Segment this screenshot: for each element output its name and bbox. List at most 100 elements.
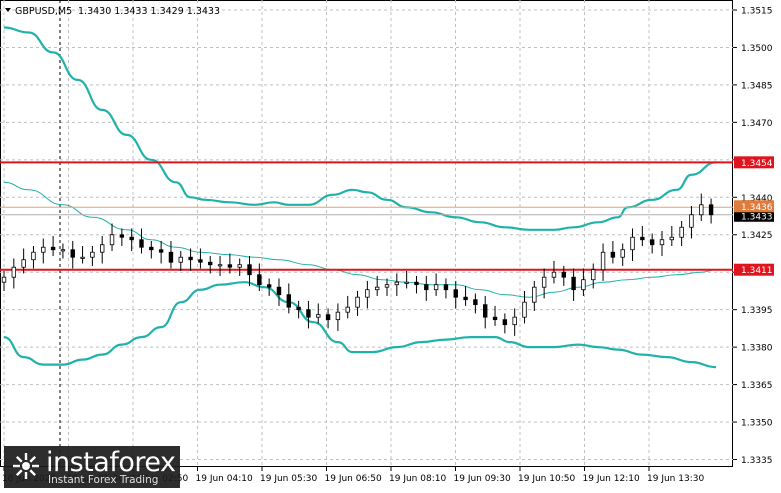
candle-body-up — [433, 284, 439, 291]
candle-body-down — [276, 286, 282, 296]
candle-body-up — [581, 279, 586, 291]
candle — [483, 295, 488, 329]
x-tick-label: 19 Jun 08:10 — [389, 474, 446, 484]
candle — [237, 258, 242, 276]
y-tick-label: 1.3515 — [741, 6, 773, 16]
candle-body-up — [699, 204, 704, 216]
candle — [345, 295, 350, 319]
candle — [679, 221, 684, 246]
support-price-tag — [734, 263, 774, 276]
candle — [433, 273, 439, 296]
candle-body-up — [355, 296, 360, 308]
candle — [41, 238, 46, 264]
candle — [404, 270, 409, 289]
candle-body-up — [679, 226, 684, 238]
candle — [217, 255, 223, 276]
candle — [1, 270, 7, 291]
support-price-label: 1.3411 — [741, 266, 773, 276]
candle-body-down — [129, 236, 134, 241]
candle — [188, 248, 193, 271]
candle-body-up — [100, 244, 105, 253]
x-tick-label: 19 Jun 12:10 — [583, 474, 640, 484]
y-tick-label: 1.3500 — [741, 44, 773, 54]
candle-body-up — [591, 269, 596, 281]
candle — [551, 260, 557, 284]
candle-body-down — [70, 249, 75, 258]
candle-body-up — [620, 249, 625, 258]
candle-body-up — [541, 276, 547, 288]
candle-body-down — [610, 251, 616, 258]
candle-body-down — [149, 246, 154, 251]
y-tick-label: 1.3380 — [741, 344, 773, 354]
candle-body-down — [708, 204, 714, 216]
candle-body-down — [266, 284, 272, 288]
candle-body-down — [247, 264, 252, 276]
candle-body-up — [522, 301, 527, 318]
candle-body-up — [1, 276, 7, 283]
candle-body-down — [463, 296, 468, 301]
candle-body-up — [237, 264, 242, 268]
candle — [149, 240, 154, 259]
candle — [208, 255, 213, 274]
candle — [60, 243, 66, 259]
candle-body-down — [443, 284, 449, 291]
candle — [659, 231, 665, 256]
candle-body-up — [345, 306, 350, 313]
candle-body-up — [669, 236, 675, 241]
candle — [581, 268, 586, 296]
watermark-tagline: Instant Forex Trading — [48, 474, 159, 486]
y-tick-label: 1.3395 — [741, 306, 773, 316]
candle — [21, 248, 26, 274]
candle — [610, 240, 616, 264]
candle-body-down — [453, 289, 458, 298]
candle-body-up — [689, 214, 694, 228]
candle — [699, 193, 704, 222]
candle — [522, 290, 527, 324]
candle — [492, 305, 498, 326]
candle — [473, 293, 478, 314]
candle-body-down — [257, 274, 262, 286]
candle — [257, 263, 262, 291]
candle — [532, 280, 537, 311]
candle — [286, 283, 291, 314]
candle — [561, 265, 566, 286]
candle — [70, 240, 75, 269]
candle — [600, 243, 606, 281]
ask-price-label: 1.3436 — [741, 203, 773, 213]
candle — [689, 206, 694, 239]
candle — [502, 313, 508, 334]
x-tick-label: 19 Jun 05:30 — [260, 474, 317, 484]
x-tick-label: 19 Jun 13:30 — [647, 474, 704, 484]
y-tick-label: 1.3335 — [741, 456, 773, 466]
x-tick-label: 19 Jun 06:50 — [325, 474, 382, 484]
candle — [90, 245, 95, 266]
x-tick-label: 19 Jun 04:10 — [196, 474, 253, 484]
candle-body-up — [394, 281, 400, 286]
candle — [669, 226, 675, 246]
candle — [129, 228, 134, 251]
candle-body-down — [483, 304, 488, 318]
candle — [335, 303, 341, 331]
candle — [355, 290, 360, 316]
candle — [630, 228, 635, 261]
candle-body-down — [158, 249, 164, 253]
candle-body-up — [90, 251, 95, 258]
candle-body-up — [532, 286, 537, 303]
symbol-dropdown-icon[interactable] — [5, 8, 11, 12]
candle — [100, 235, 105, 264]
candle — [227, 253, 233, 274]
candle-body-down — [561, 271, 566, 278]
candle — [374, 275, 380, 296]
candle — [512, 308, 517, 336]
candle — [306, 300, 311, 329]
candle — [541, 268, 547, 299]
candle — [119, 228, 125, 246]
resistance-price-label: 1.3454 — [741, 159, 773, 169]
candle-body-up — [41, 246, 46, 253]
candle-body-up — [11, 266, 17, 278]
y-tick-label: 1.3485 — [741, 81, 773, 91]
candle-body-down — [640, 236, 645, 241]
candle-body-up — [21, 259, 26, 268]
candle — [424, 275, 429, 301]
